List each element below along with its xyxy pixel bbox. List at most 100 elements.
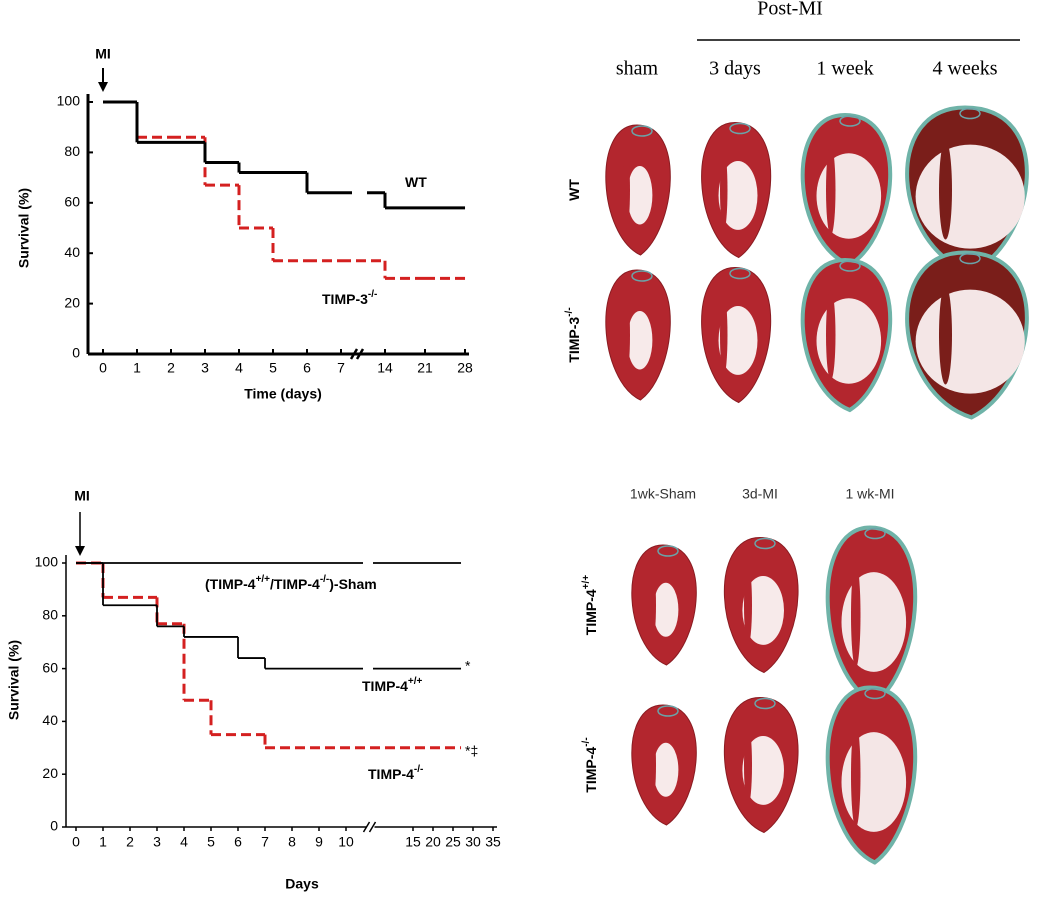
- x-tick-label: 7: [337, 360, 345, 376]
- y-tick-label: 80: [42, 607, 58, 623]
- x-tick-label: 5: [207, 834, 215, 850]
- axis-break: [349, 348, 365, 360]
- heart-septum: [649, 729, 656, 801]
- series-label-part: TIMP-4: [362, 678, 408, 694]
- x-tick-label: 15: [405, 834, 421, 850]
- x-tick-label: 35: [485, 834, 501, 850]
- legend-label: WT: [405, 174, 427, 190]
- column-label: sham: [616, 58, 659, 80]
- series-label: (TIMP-4+/+/TIMP-4-/-)-Sham: [205, 574, 377, 592]
- heart-valve: [754, 697, 776, 710]
- heart-septum: [720, 149, 728, 231]
- legend-label: TIMP-3-/-: [322, 289, 377, 307]
- y-tick-label: 60: [64, 194, 80, 210]
- row-label: WT: [566, 179, 582, 201]
- x-tick-label: 2: [167, 360, 175, 376]
- x-tick-label: 28: [457, 360, 473, 376]
- series-label-part: +/+: [256, 574, 271, 585]
- x-tick-label: 6: [234, 834, 242, 850]
- x-tick-label: 30: [465, 834, 481, 850]
- heart-valve: [959, 252, 981, 265]
- heart-section: [723, 536, 799, 674]
- x-tick-label: 6: [303, 360, 311, 376]
- heart-septum: [649, 569, 656, 641]
- row-label: TIMP-4+/+: [581, 575, 599, 636]
- y-tick-label: 20: [42, 765, 58, 781]
- heart-cavity: [653, 582, 679, 637]
- heart-section: [905, 250, 1029, 420]
- heart-section: [905, 105, 1029, 275]
- heart-valve: [839, 115, 861, 127]
- heart-valve: [864, 687, 886, 700]
- heart-septum: [744, 724, 752, 806]
- heart-cavity: [718, 305, 758, 375]
- x-tick-label: 0: [99, 360, 107, 376]
- series-label-part: +/+: [408, 676, 423, 687]
- heart-section: [723, 696, 799, 834]
- series-label-part: /TIMP-4: [270, 576, 320, 592]
- heart-cavity: [653, 742, 679, 797]
- x-tick-label: 25: [445, 834, 461, 850]
- x-tick-label: 3: [201, 360, 209, 376]
- row-label: TIMP-4-/-: [581, 737, 599, 792]
- heart-section: [825, 525, 918, 705]
- x-tick-label: 10: [338, 834, 354, 850]
- row-label-part: -/-: [581, 737, 592, 746]
- heart-septum: [744, 564, 752, 646]
- heart-cavity: [742, 575, 784, 645]
- x-tick-label: 4: [180, 834, 188, 850]
- x-tick-label: 4: [235, 360, 243, 376]
- x-tick-label: 0: [72, 834, 80, 850]
- x-tick-label: 2: [126, 834, 134, 850]
- legend-label-part: TIMP-3: [322, 291, 368, 307]
- y-tick-label: 100: [35, 554, 59, 570]
- heart-section: [825, 685, 918, 865]
- group-label: Post-MI: [757, 0, 823, 20]
- significance: *‡: [465, 743, 478, 759]
- column-label: 3 days: [709, 58, 761, 80]
- row-label-part: WT: [566, 179, 582, 201]
- x-tick-label: 1: [99, 834, 107, 850]
- x-tick-label: 8: [288, 834, 296, 850]
- heart-valve: [631, 270, 653, 282]
- heart-section: [701, 266, 772, 404]
- heart-section: [800, 257, 893, 413]
- heart-section: [631, 544, 697, 666]
- x-axis-label: Time (days): [244, 386, 322, 402]
- y-tick-label: 40: [64, 244, 80, 260]
- series-label: TIMP-4-/-: [368, 764, 423, 782]
- x-tick-label: 3: [153, 834, 161, 850]
- x-tick-label: 7: [261, 834, 269, 850]
- y-tick-label: 80: [64, 143, 80, 159]
- heart-valve: [959, 107, 981, 120]
- series-label-part: TIMP-4: [368, 766, 414, 782]
- legend-label-part: WT: [405, 174, 427, 190]
- heart-valve: [839, 260, 861, 272]
- row-label: TIMP-3-/-: [564, 307, 582, 362]
- heart-valve: [631, 125, 653, 137]
- x-tick-label: 1: [133, 360, 141, 376]
- heart-section: [631, 704, 697, 826]
- series-label: TIMP-4+/+: [362, 676, 423, 694]
- heart-section: [800, 112, 893, 268]
- x-axis-label: Days: [285, 876, 319, 892]
- axis-break: [362, 821, 377, 833]
- legend-label-part: -/-: [368, 289, 377, 300]
- heart-valve: [864, 527, 886, 540]
- heart-septum: [826, 145, 836, 235]
- y-tick-label: 20: [64, 294, 80, 310]
- column-label: 3d-MI: [742, 486, 778, 502]
- heart-section: [605, 124, 671, 256]
- heart-cavity: [627, 310, 653, 370]
- heart-section: [701, 121, 772, 259]
- row-label-part: +/+: [581, 575, 592, 590]
- heart-section: [605, 269, 671, 401]
- heart-cavity: [718, 160, 758, 230]
- column-label: 1 week: [816, 58, 873, 80]
- heart-septum: [623, 151, 630, 229]
- significance: *: [465, 658, 471, 674]
- heart-septum: [623, 296, 630, 374]
- heart-cavity: [627, 165, 653, 225]
- series-label-part: -/-: [320, 574, 329, 585]
